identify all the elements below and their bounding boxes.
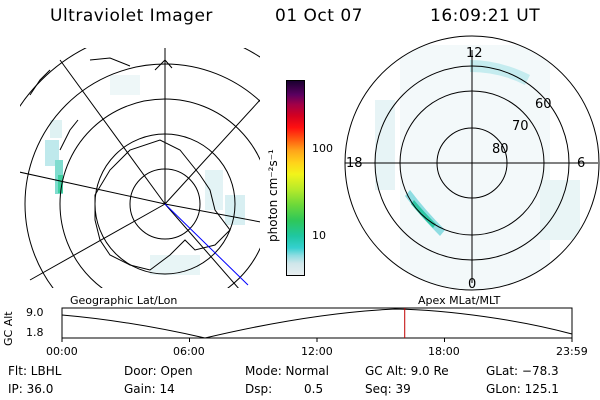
status-gain: Gain: 14 — [124, 382, 175, 396]
status-dsp-label: Dsp: — [245, 382, 273, 396]
status-door: Door: Open — [124, 364, 193, 378]
alt-xtick-0: 00:00 — [46, 345, 78, 358]
status-glat: GLat: −78.3 — [486, 364, 559, 378]
colorbar-tick-10: 10 — [312, 229, 326, 242]
date-label: 01 Oct 07 — [275, 6, 363, 26]
mlt-label-0: 0 — [468, 277, 477, 292]
apex-caption: Apex MLat/MLT — [418, 294, 501, 307]
mlat-label-80: 80 — [492, 142, 509, 157]
status-glon: GLon: 125.1 — [486, 382, 559, 396]
colorbar-units: photon cm⁻²s⁻¹ — [266, 149, 280, 242]
mlat-label-60: 60 — [535, 97, 552, 112]
alt-plot-ylabel: GC Alt — [2, 311, 15, 346]
mlat-label-70: 70 — [512, 119, 529, 134]
alt-xtick-2: 12:00 — [301, 345, 333, 358]
status-ip: IP: 36.0 — [8, 382, 54, 396]
alt-plot-ytop: 9.0 — [26, 306, 44, 319]
alt-xtick-4: 23:59 — [556, 345, 588, 358]
instrument-title: Ultraviolet Imager — [50, 6, 213, 26]
left-aurora-speckle — [45, 75, 245, 275]
mlt-label-6: 6 — [577, 156, 586, 171]
status-mode: Mode: Normal — [245, 364, 329, 378]
intensity-colorbar — [286, 80, 305, 276]
mlt-label-18: 18 — [346, 156, 363, 171]
colorbar-tick-100: 100 — [312, 142, 333, 155]
status-seq: Seq: 39 — [365, 382, 411, 396]
alt-plot-ybottom: 1.8 — [26, 326, 44, 339]
status-dsp-value: 0.5 — [304, 382, 324, 396]
status-flt: Flt: LBHL — [8, 364, 62, 378]
alt-xtick-3: 18:00 — [428, 345, 460, 358]
mlt-label-12: 12 — [466, 46, 483, 61]
time-label: 16:09:21 UT — [430, 6, 541, 26]
status-gc-alt: GC Alt: 9.0 Re — [365, 364, 449, 378]
alt-xtick-1: 06:00 — [173, 345, 205, 358]
geographic-caption: Geographic Lat/Lon — [70, 294, 178, 307]
